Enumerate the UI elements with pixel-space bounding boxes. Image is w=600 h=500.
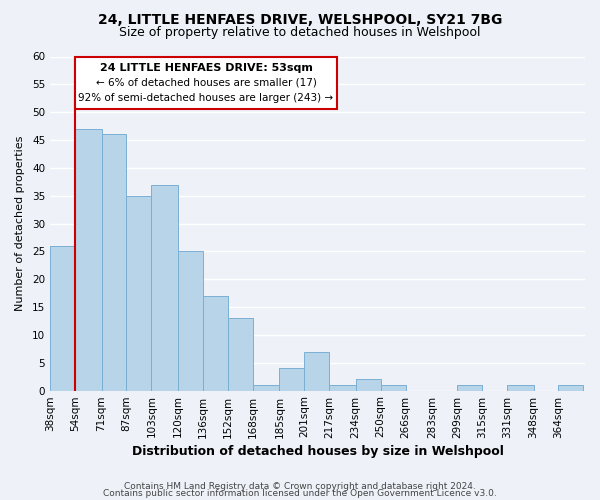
- Bar: [559, 385, 583, 390]
- Bar: [151, 184, 178, 390]
- Bar: [329, 385, 356, 390]
- Bar: [50, 246, 75, 390]
- Bar: [356, 380, 380, 390]
- Text: Contains public sector information licensed under the Open Government Licence v3: Contains public sector information licen…: [103, 490, 497, 498]
- Bar: [304, 352, 329, 391]
- Bar: [75, 129, 101, 390]
- Bar: [203, 296, 228, 390]
- Bar: [253, 385, 280, 390]
- Bar: [178, 252, 203, 390]
- Y-axis label: Number of detached properties: Number of detached properties: [15, 136, 25, 311]
- Text: Contains HM Land Registry data © Crown copyright and database right 2024.: Contains HM Land Registry data © Crown c…: [124, 482, 476, 491]
- Text: 92% of semi-detached houses are larger (243) →: 92% of semi-detached houses are larger (…: [79, 93, 334, 103]
- Bar: [101, 134, 127, 390]
- Bar: [228, 318, 253, 390]
- Bar: [380, 385, 406, 390]
- Bar: [280, 368, 304, 390]
- FancyBboxPatch shape: [75, 56, 337, 110]
- Bar: [127, 196, 151, 390]
- Bar: [507, 385, 533, 390]
- Text: Size of property relative to detached houses in Welshpool: Size of property relative to detached ho…: [119, 26, 481, 39]
- Bar: [457, 385, 482, 390]
- Text: 24, LITTLE HENFAES DRIVE, WELSHPOOL, SY21 7BG: 24, LITTLE HENFAES DRIVE, WELSHPOOL, SY2…: [98, 12, 502, 26]
- X-axis label: Distribution of detached houses by size in Welshpool: Distribution of detached houses by size …: [131, 444, 503, 458]
- Text: 24 LITTLE HENFAES DRIVE: 53sqm: 24 LITTLE HENFAES DRIVE: 53sqm: [100, 63, 313, 73]
- Text: ← 6% of detached houses are smaller (17): ← 6% of detached houses are smaller (17): [95, 78, 316, 88]
